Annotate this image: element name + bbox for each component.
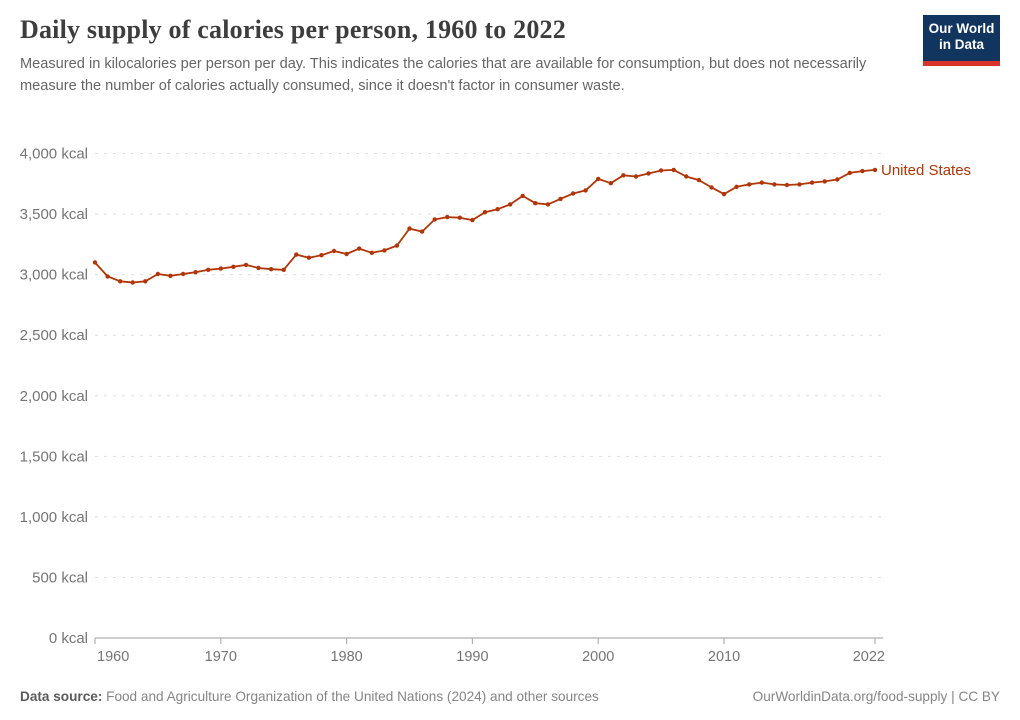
x-tick-label: 2022	[853, 649, 885, 665]
data-point-2019[interactable]	[835, 177, 840, 182]
data-point-1978[interactable]	[319, 253, 324, 258]
data-point-1979[interactable]	[331, 248, 337, 254]
data-point-1963[interactable]	[130, 280, 135, 285]
data-source-note: Data source: Food and Agriculture Organi…	[20, 689, 599, 704]
series-line-united-states[interactable]	[94, 169, 876, 284]
data-point-2007[interactable]	[684, 174, 689, 179]
data-point-2020[interactable]	[847, 170, 852, 176]
data-point-2008[interactable]	[696, 177, 702, 183]
data-point-1995[interactable]	[533, 201, 538, 206]
data-point-2012[interactable]	[747, 182, 752, 187]
data-point-2002[interactable]	[621, 173, 626, 178]
data-point-1962[interactable]	[118, 279, 123, 284]
chart-subtitle: Measured in kilocalories per person per …	[20, 56, 867, 94]
data-point-1976[interactable]	[294, 252, 299, 257]
data-point-1961[interactable]	[105, 274, 110, 279]
data-point-2022[interactable]	[872, 167, 878, 173]
data-point-1972[interactable]	[243, 262, 249, 268]
data-point-1974[interactable]	[268, 267, 274, 272]
y-tick-label: 2,000 kcal	[20, 388, 88, 405]
data-point-1993[interactable]	[508, 202, 513, 207]
data-source-label: Data source:	[20, 689, 103, 704]
data-point-1989[interactable]	[457, 215, 462, 220]
data-point-1988[interactable]	[445, 214, 450, 220]
data-point-1965[interactable]	[155, 271, 161, 277]
data-point-2014[interactable]	[772, 182, 777, 187]
data-point-1973[interactable]	[256, 265, 261, 271]
chart-header: Daily supply of calories per person, 196…	[20, 14, 1000, 97]
data-point-2004[interactable]	[646, 171, 651, 176]
data-point-1968[interactable]	[193, 270, 198, 275]
data-point-2017[interactable]	[809, 180, 815, 185]
data-point-1970[interactable]	[218, 266, 223, 271]
data-point-1966[interactable]	[168, 273, 173, 278]
y-tick-label: 0 kcal	[49, 630, 88, 647]
x-tick-label: 1970	[205, 649, 237, 665]
data-point-1977[interactable]	[306, 255, 312, 260]
data-point-1982[interactable]	[369, 250, 374, 255]
data-point-2005[interactable]	[658, 168, 664, 173]
page-title: Daily supply of calories per person, 196…	[20, 15, 566, 44]
data-point-1960[interactable]	[92, 260, 98, 265]
x-tick-label: 2010	[708, 649, 740, 665]
data-point-1996[interactable]	[545, 202, 551, 207]
data-point-1992[interactable]	[495, 207, 500, 212]
data-point-1986[interactable]	[419, 229, 425, 234]
owid-logo[interactable]: Our World in Data	[923, 15, 1000, 66]
x-tick-label: 1980	[330, 649, 362, 665]
data-point-2009[interactable]	[709, 185, 714, 190]
data-point-2010[interactable]	[721, 191, 727, 197]
data-point-1967[interactable]	[180, 271, 186, 277]
owid-logo-line1: Our World	[928, 21, 995, 36]
x-tick-label: 2000	[582, 649, 614, 665]
data-point-2006[interactable]	[671, 167, 676, 173]
x-tick-label: 1990	[456, 649, 488, 665]
y-tick-label: 500 kcal	[32, 569, 88, 586]
y-tick-label: 2,500 kcal	[20, 327, 88, 344]
data-point-1971[interactable]	[231, 264, 236, 269]
y-tick-label: 1,000 kcal	[20, 509, 88, 526]
data-point-1991[interactable]	[482, 210, 488, 215]
data-point-1987[interactable]	[432, 217, 437, 222]
data-point-1964[interactable]	[143, 279, 148, 284]
data-point-2013[interactable]	[759, 180, 764, 185]
data-point-2003[interactable]	[633, 174, 639, 179]
data-point-2001[interactable]	[608, 181, 613, 186]
data-source-text: Food and Agriculture Organization of the…	[102, 689, 599, 704]
series-label-united-states[interactable]: United States	[881, 162, 971, 179]
y-tick-label: 4,000 kcal	[20, 146, 88, 163]
y-tick-label: 1,500 kcal	[20, 448, 88, 465]
data-point-1984[interactable]	[394, 243, 400, 248]
chart-footer: Data source: Food and Agriculture Organi…	[20, 689, 1000, 704]
data-point-1985[interactable]	[407, 226, 412, 231]
data-point-1990[interactable]	[470, 217, 475, 223]
data-point-2018[interactable]	[822, 179, 827, 184]
data-point-1994[interactable]	[520, 193, 525, 199]
y-tick-label: 3,500 kcal	[20, 206, 88, 223]
data-point-1999[interactable]	[583, 188, 588, 193]
data-point-2021[interactable]	[860, 168, 865, 174]
x-tick-label: 1960	[97, 649, 129, 665]
data-point-2015[interactable]	[784, 182, 790, 188]
owid-logo-line2: in Data	[938, 36, 984, 52]
data-point-1983[interactable]	[382, 248, 387, 253]
data-point-1981[interactable]	[357, 246, 362, 251]
data-point-2000[interactable]	[596, 176, 601, 182]
calorie-supply-line-chart[interactable]: 0 kcal 500 kcal 1,000 kcal 1,500 kcal 2,000 …	[0, 130, 1020, 666]
data-point-1969[interactable]	[206, 267, 211, 272]
data-point-1997[interactable]	[558, 196, 563, 202]
data-point-1975[interactable]	[281, 267, 286, 272]
footer-license-link[interactable]: OurWorldinData.org/food-supply | CC BY	[752, 689, 1000, 704]
data-point-2016[interactable]	[797, 182, 802, 187]
data-point-1998[interactable]	[570, 191, 576, 196]
y-tick-label: 3,000 kcal	[20, 267, 88, 284]
data-point-2011[interactable]	[734, 184, 739, 189]
data-point-1980[interactable]	[344, 251, 349, 257]
